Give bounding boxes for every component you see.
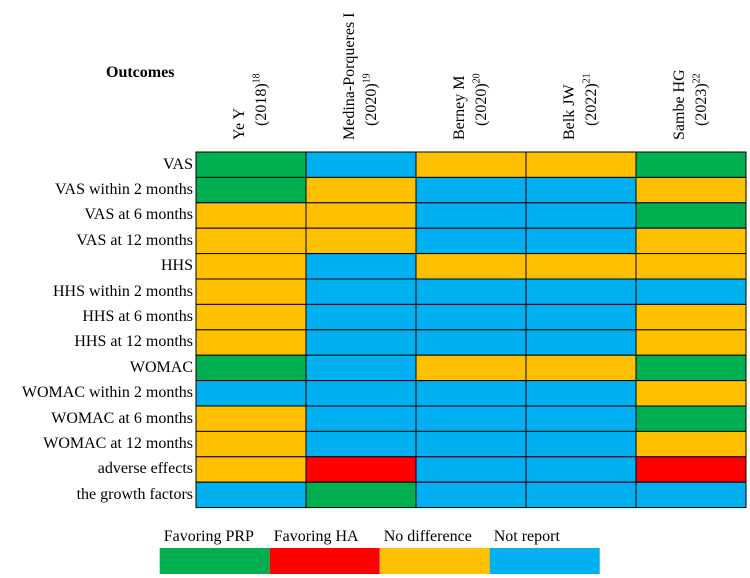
- heatmap-cell: [525, 151, 637, 178]
- heatmap-cell: [305, 405, 417, 432]
- heatmap-cell: [635, 253, 747, 280]
- heatmap-cell: [635, 202, 747, 229]
- heatmap-cell: [525, 278, 637, 305]
- heatmap-cell: [415, 405, 527, 432]
- row-label: VAS: [163, 155, 193, 173]
- heatmap-cell: [525, 227, 637, 255]
- heatmap-cell: [635, 456, 747, 483]
- heatmap-cell: [415, 202, 527, 229]
- heatmap-cell: [415, 227, 527, 255]
- heatmap-cell: [195, 430, 307, 458]
- heatmap-cell: [195, 176, 307, 204]
- row-label: WOMAC at 6 months: [51, 409, 193, 427]
- heatmap-cell: [635, 354, 747, 382]
- legend-label: Not report: [493, 528, 560, 545]
- heatmap-cell: [195, 481, 307, 509]
- heatmap-cell: [195, 354, 307, 382]
- heatmap-cell: [195, 227, 307, 255]
- heatmap-cell: [195, 253, 307, 280]
- legend-swatch: [269, 548, 380, 574]
- legend-label: Favoring HA: [273, 528, 359, 545]
- row-label: adverse effects: [97, 460, 193, 478]
- heatmap-cell: [525, 303, 637, 331]
- heatmap-cell: [195, 202, 307, 229]
- legend-swatch: [159, 548, 270, 574]
- heatmap-cell: [635, 329, 747, 356]
- heatmap-cell: [525, 430, 637, 458]
- heatmap-cell: [415, 176, 527, 204]
- heatmap-cell: [525, 456, 637, 483]
- heatmap-cell: [415, 151, 527, 178]
- heatmap-cell: [525, 253, 637, 280]
- heatmap-cell: [305, 253, 417, 280]
- heatmap-cell: [195, 456, 307, 483]
- heatmap-cell: [305, 430, 417, 458]
- heatmap-cell: [415, 329, 527, 356]
- heatmap-cell: [415, 278, 527, 305]
- row-label: HHS within 2 months: [52, 282, 193, 300]
- row-label: VAS at 6 months: [84, 206, 193, 224]
- heatmap-cell: [525, 202, 637, 229]
- heatmap-cell: [415, 354, 527, 382]
- row-label: HHS: [160, 257, 193, 275]
- heatmap-cell: [415, 430, 527, 458]
- row-label: the growth factors: [76, 485, 193, 503]
- outcomes-header: Outcomes: [106, 64, 175, 81]
- heatmap-cell: [305, 303, 417, 331]
- heatmap-cell: [195, 278, 307, 305]
- row-label: HHS at 12 months: [74, 333, 193, 351]
- heatmap-cell: [525, 176, 637, 204]
- heatmap-cell: [305, 329, 417, 356]
- heatmap-cell: [305, 151, 417, 178]
- row-label: VAS at 12 months: [76, 231, 193, 249]
- heatmap-cell: [635, 430, 747, 458]
- heatmap-cell: [415, 481, 527, 509]
- heatmap-cell: [195, 151, 307, 178]
- row-label: HHS at 6 months: [82, 307, 193, 325]
- row-label: VAS within 2 months: [55, 180, 193, 198]
- legend-label: Favoring PRP: [163, 528, 254, 545]
- heatmap-cell: [635, 405, 747, 432]
- heatmap-cell: [305, 176, 417, 204]
- heatmap-cell: [305, 456, 417, 483]
- heatmap-cell: [635, 151, 747, 178]
- heatmap-cell: [195, 405, 307, 432]
- heatmap-cell: [525, 380, 637, 407]
- heatmap-cell: [635, 227, 747, 255]
- heatmap-cell: [635, 176, 747, 204]
- heatmap-cell: [195, 329, 307, 356]
- heatmap-cell: [195, 380, 307, 407]
- heatmap-cell: [415, 253, 527, 280]
- heatmap-cell: [305, 227, 417, 255]
- row-label: WOMAC: [129, 358, 193, 376]
- heatmap-cell: [525, 329, 637, 356]
- heatmap-cell: [305, 481, 417, 509]
- legend-label: No difference: [383, 528, 472, 545]
- heatmap-cell: [415, 380, 527, 407]
- heatmap-cell: [525, 405, 637, 432]
- legend-swatch: [489, 548, 600, 574]
- heatmap-cell: [635, 380, 747, 407]
- heatmap-cell: [635, 481, 747, 509]
- legend-swatch: [379, 548, 490, 574]
- heatmap-cell: [635, 278, 747, 305]
- heatmap-cell: [195, 303, 307, 331]
- heatmap-cell: [305, 380, 417, 407]
- heatmap-cell: [525, 481, 637, 509]
- heatmap-cell: [415, 456, 527, 483]
- heatmap-cell: [635, 303, 747, 331]
- heatmap-cell: [305, 202, 417, 229]
- heatmap-cell: [525, 354, 637, 382]
- row-label: WOMAC within 2 months: [21, 384, 193, 402]
- heatmap-cell: [305, 354, 417, 382]
- heatmap-cell: [305, 278, 417, 305]
- heatmap-cell: [415, 303, 527, 331]
- row-label: WOMAC at 12 months: [43, 434, 193, 452]
